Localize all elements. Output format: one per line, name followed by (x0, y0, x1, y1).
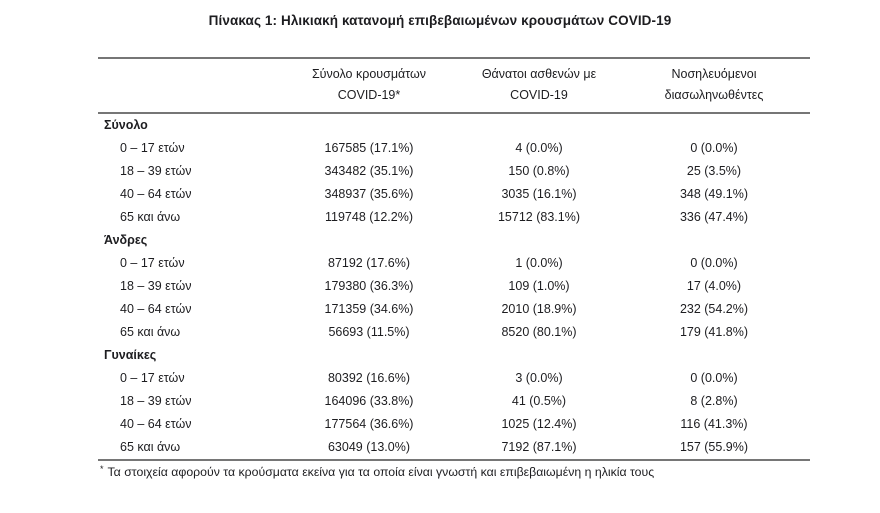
intubated-cell: 348 (49.1%) (679, 187, 749, 201)
intubated-cell: 0 (0.0%) (690, 371, 738, 385)
table-header: Σύνολο κρουσμάτων COVID-19* Θάνατοι ασθε… (98, 58, 810, 114)
deaths-cell: 1 (0.0%) (515, 256, 563, 270)
age-label-cell: 40 – 64 ετών (120, 417, 192, 431)
deaths-cell: 1025 (12.4%) (501, 417, 577, 431)
table-row: 18 – 39 ετών 343482 (35.1%) 150 (0.8%) 2… (98, 160, 810, 183)
intubated-cell: 17 (4.0%) (686, 279, 742, 293)
table-row: 65 και άνω 56693 (11.5%) 8520 (80.1%) 17… (98, 321, 810, 344)
column-header-intubated: Νοσηλευόμενοι διασωληνωθέντες (618, 58, 810, 114)
age-label-cell: 18 – 39 ετών (120, 279, 192, 293)
cases-cell: 348937 (35.6%) (324, 187, 414, 201)
age-label-cell: 0 – 17 ετών (120, 371, 185, 385)
intubated-cell: 8 (2.8%) (690, 394, 738, 408)
cases-cell: 164096 (33.8%) (324, 394, 414, 408)
cases-cell: 87192 (17.6%) (327, 256, 410, 270)
deaths-cell: 4 (0.0%) (515, 141, 563, 155)
deaths-cell: 7192 (87.1%) (501, 440, 577, 454)
age-label-cell: 65 και άνω (120, 210, 181, 224)
intubated-cell: 232 (54.2%) (679, 302, 749, 316)
intubated-cell: 116 (41.3%) (680, 417, 748, 431)
age-label-cell: 0 – 17 ετών (120, 141, 185, 155)
age-label-cell: 65 και άνω (120, 440, 181, 454)
table-body: Σύνολο 0 – 17 ετών 167585 (17.1%) 4 (0.0… (98, 113, 810, 460)
column-header-deaths: Θάνατοι ασθενών με COVID-19 (460, 58, 618, 114)
header-row: Σύνολο κρουσμάτων COVID-19* Θάνατοι ασθε… (98, 58, 810, 114)
cases-cell: 171359 (34.6%) (324, 302, 414, 316)
deaths-cell: 109 (1.0%) (508, 279, 570, 293)
column-header-cases-line1: Σύνολο κρουσμάτων (311, 67, 427, 81)
column-header-cases: Σύνολο κρουσμάτων COVID-19* (278, 58, 460, 114)
age-label-cell: 40 – 64 ετών (120, 187, 192, 201)
intubated-cell: 0 (0.0%) (690, 256, 738, 270)
column-header-deaths-line2: COVID-19 (510, 88, 568, 102)
column-header-intubated-line2: διασωληνωθέντες (664, 88, 764, 102)
age-label-cell: 18 – 39 ετών (120, 164, 192, 178)
cases-cell: 80392 (16.6%) (327, 371, 410, 385)
footnote-text: Τα στοιχεία αφορούν τα κρούσματα εκείνα … (107, 465, 655, 479)
table-row: 0 – 17 ετών 80392 (16.6%) 3 (0.0%) 0 (0.… (98, 367, 810, 390)
age-label-cell: 40 – 64 ετών (120, 302, 192, 316)
section-row-men: Άνδρες (98, 229, 810, 252)
table-row: 65 και άνω 119748 (12.2%) 15712 (83.1%) … (98, 206, 810, 229)
deaths-cell: 15712 (83.1%) (497, 210, 580, 224)
cases-cell: 63049 (13.0%) (327, 440, 410, 454)
table-title: Πίνακας 1: Ηλικιακή κατανομή επιβεβαιωμέ… (208, 13, 672, 28)
cases-cell: 343482 (35.1%) (324, 164, 414, 178)
section-label: Γυναίκες (104, 348, 157, 362)
column-header-cases-line2: COVID-19* (337, 88, 401, 102)
intubated-cell: 179 (41.8%) (679, 325, 749, 339)
intubated-cell: 0 (0.0%) (690, 141, 738, 155)
footnote-asterisk-icon: * (100, 464, 104, 474)
table-row: 40 – 64 ετών 348937 (35.6%) 3035 (16.1%)… (98, 183, 810, 206)
table-row: 0 – 17 ετών 87192 (17.6%) 1 (0.0%) 0 (0.… (98, 252, 810, 275)
deaths-cell: 150 (0.8%) (508, 164, 570, 178)
table-row: 40 – 64 ετών 171359 (34.6%) 2010 (18.9%)… (98, 298, 810, 321)
intubated-cell: 336 (47.4%) (679, 210, 749, 224)
table-row: 0 – 17 ετών 167585 (17.1%) 4 (0.0%) 0 (0… (98, 137, 810, 160)
table-row: 18 – 39 ετών 179380 (36.3%) 109 (1.0%) 1… (98, 275, 810, 298)
footnote: * Τα στοιχεία αφορούν τα κρούσματα εκείνα… (100, 464, 820, 482)
deaths-cell: 3 (0.0%) (515, 371, 563, 385)
table-row: 18 – 39 ετών 164096 (33.8%) 41 (0.5%) 8 … (98, 390, 810, 413)
cases-cell: 177564 (36.6%) (324, 417, 414, 431)
age-label-cell: 18 – 39 ετών (120, 394, 192, 408)
cases-cell: 167585 (17.1%) (324, 141, 414, 155)
column-header-rowgroup (98, 58, 278, 114)
intubated-cell: 157 (55.9%) (679, 440, 749, 454)
deaths-cell: 41 (0.5%) (511, 394, 567, 408)
age-label-cell: 0 – 17 ετών (120, 256, 185, 270)
cases-cell: 119748 (12.2%) (324, 210, 414, 224)
cases-cell: 179380 (36.3%) (324, 279, 414, 293)
section-label: Σύνολο (104, 118, 148, 132)
deaths-cell: 2010 (18.9%) (501, 302, 577, 316)
covid-age-distribution-table: Σύνολο κρουσμάτων COVID-19* Θάνατοι ασθε… (98, 57, 810, 461)
section-row-total: Σύνολο (98, 113, 810, 137)
deaths-cell: 3035 (16.1%) (501, 187, 577, 201)
cases-cell: 56693 (11.5%) (328, 325, 410, 339)
deaths-cell: 8520 (80.1%) (501, 325, 577, 339)
intubated-cell: 25 (3.5%) (686, 164, 742, 178)
age-label-cell: 65 και άνω (120, 325, 181, 339)
table-row: 40 – 64 ετών 177564 (36.6%) 1025 (12.4%)… (98, 413, 810, 436)
section-row-women: Γυναίκες (98, 344, 810, 367)
column-header-intubated-line1: Νοσηλευόμενοι (671, 67, 757, 81)
column-header-deaths-line1: Θάνατοι ασθενών με (481, 67, 597, 81)
table-row: 65 και άνω 63049 (13.0%) 7192 (87.1%) 15… (98, 436, 810, 460)
section-label: Άνδρες (104, 233, 148, 247)
